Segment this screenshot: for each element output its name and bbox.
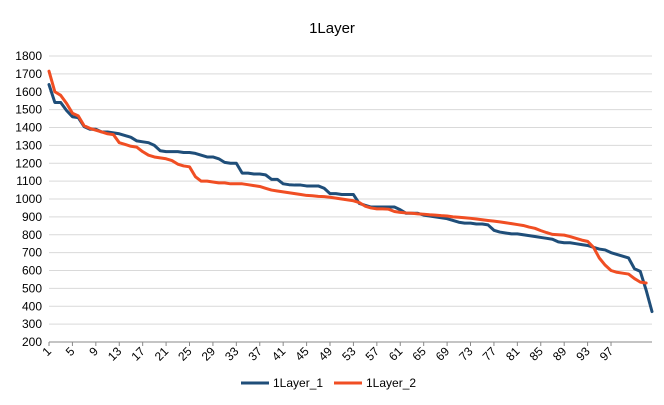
x-tick-label: 69 [433,344,453,364]
y-tick-label: 1200 [15,156,42,170]
legend-label-2: 1Layer_2 [366,376,416,390]
y-tick-label: 200 [22,335,42,349]
x-tick-label: 9 [86,344,101,359]
x-tick-label: 13 [105,344,125,364]
x-tick-label: 17 [128,344,148,364]
y-tick-label: 1400 [15,121,42,135]
y-tick-label: 800 [22,228,42,242]
series-lines [47,69,654,314]
x-tick-label: 57 [363,344,383,364]
chart-title: 1Layer [309,20,355,37]
y-tick-label: 1600 [15,85,42,99]
y-axis-ticks: 200 300 400 500 600 700 800 900 1000 1100 1200 1300… [15,49,42,349]
y-tick-label: 900 [22,210,42,224]
x-tick-label: 5 [63,344,78,359]
series-line-2 [47,69,648,285]
y-tick-label: 1800 [15,49,42,63]
y-tick-label: 400 [22,299,42,313]
y-tick-label: 600 [22,264,42,278]
x-tick-label: 49 [316,344,336,364]
x-tick-label: 89 [550,344,570,364]
x-tick-label: 1 [39,344,54,359]
y-tick-label: 300 [22,317,42,331]
y-tick-label: 700 [22,246,42,260]
x-tick-label: 73 [456,344,476,364]
x-tick-label: 25 [175,344,195,364]
x-tick-label: 53 [339,344,359,364]
x-tick-label: 45 [292,344,312,364]
y-tick-label: 1300 [15,138,42,152]
legend-label-1: 1Layer_1 [273,376,323,390]
x-tick-label: 21 [152,344,172,364]
x-tick-label: 85 [527,344,547,364]
x-tick-label: 97 [597,344,617,364]
y-tick-label: 1500 [15,103,42,117]
gridlines [49,55,652,343]
x-tick-label: 29 [199,344,219,364]
x-tick-label: 65 [409,344,429,364]
y-tick-label: 1000 [15,192,42,206]
x-tick-label: 41 [269,344,289,364]
x-axis-ticks: 1 5 9 13 17 21 25 29 33 37 41 45 49 53 57 61 65 69 73 77 81 8… [39,342,616,364]
y-tick-label: 1700 [15,67,42,81]
legend: 1Layer_1 1Layer_2 [241,376,416,390]
y-tick-label: 1100 [16,174,42,188]
x-tick-label: 81 [503,344,523,364]
x-tick-label: 37 [246,344,266,364]
x-tick-label: 77 [480,344,500,364]
x-tick-label: 33 [222,344,242,364]
series-line-1 [47,83,654,314]
x-tick-label: 93 [573,344,593,364]
y-tick-label: 500 [22,281,42,295]
x-tick-label: 61 [386,344,406,364]
